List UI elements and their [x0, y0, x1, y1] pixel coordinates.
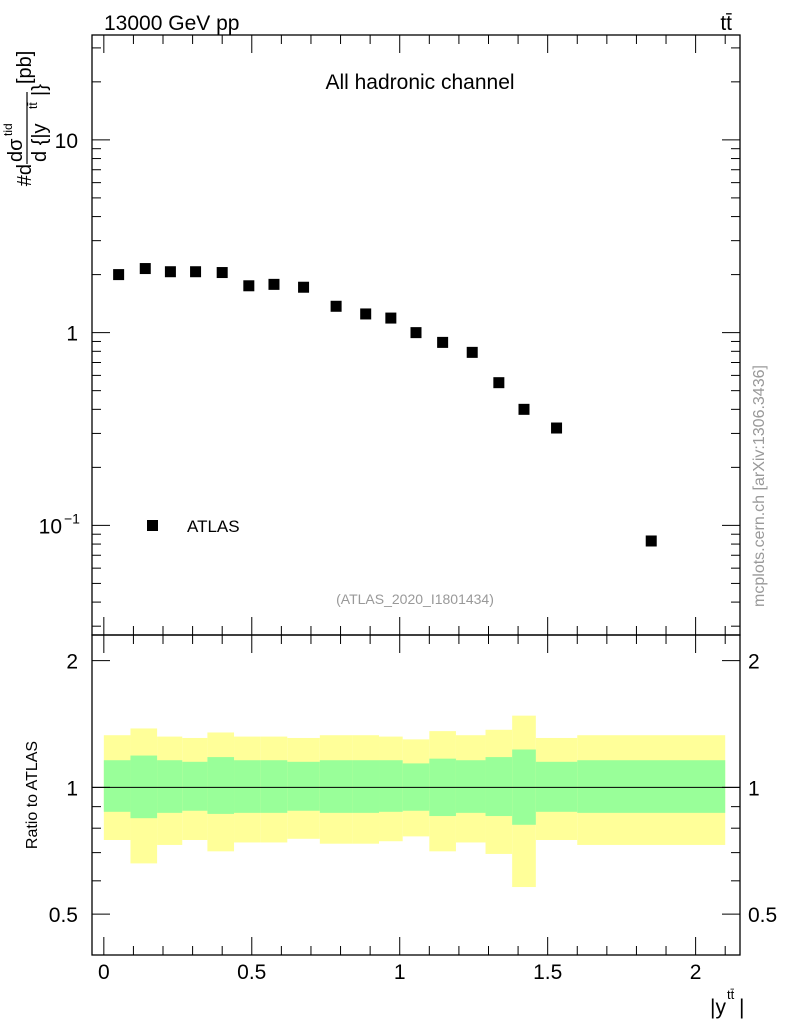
ratio-band-green [352, 760, 380, 813]
ylabel-numerator: dσ [5, 138, 27, 162]
ratio-band-green [130, 755, 158, 819]
ratio-bands [103, 715, 726, 888]
data-point [437, 336, 449, 348]
legend-marker [147, 520, 158, 531]
data-point [518, 403, 530, 415]
data-point [164, 266, 176, 278]
data-point [113, 269, 125, 281]
ratio-band-green [535, 761, 578, 812]
ratio-band-green [234, 760, 261, 813]
ratio-band-green [157, 760, 183, 813]
data-point [551, 422, 563, 434]
analysis-tag: (ATLAS_2020_I1801434) [336, 591, 494, 607]
ratio-band-green [103, 760, 131, 812]
ratio-band-green [485, 757, 513, 817]
xlabel-end: | [739, 996, 744, 1019]
ratio-ytick-label-right: 1 [748, 777, 760, 800]
xtick-label: 1.5 [533, 961, 562, 984]
data-point [243, 280, 255, 292]
main-ylabel: #d dσ tid d {|y tt̄ |} [pb] [1, 51, 51, 187]
data-point [268, 278, 280, 290]
xtick-label: 0 [98, 961, 110, 984]
xtick-label: 0.5 [237, 961, 266, 984]
ratio-ytick-label-left: 2 [66, 651, 78, 674]
data-point [298, 281, 310, 293]
axis-ticks [92, 35, 740, 956]
process-label: tt̄ [720, 12, 732, 35]
data-point [493, 377, 505, 389]
source-watermark: mcplots.cern.ch [arXiv:1306.3436] [751, 365, 768, 607]
ratio-band-green [379, 760, 403, 812]
xlabel: |y tt̄ | [710, 987, 744, 1019]
data-point [190, 266, 202, 278]
ratio-band-green [207, 757, 235, 814]
main-ytick-exponent: −1 [64, 510, 80, 526]
xtick-label: 2 [690, 961, 702, 984]
atlas-data-points [113, 263, 657, 547]
ylabel-prefix: #d [14, 164, 36, 186]
ratio-band-green [182, 761, 208, 811]
ratio-band-green [577, 760, 726, 813]
ratio-ytick-label-left: 1 [66, 777, 78, 800]
ratio-ytick-label-right: 2 [748, 651, 760, 674]
ylabel-numerator-sup: tid [1, 123, 15, 136]
panel-title: All hadronic channel [325, 71, 514, 94]
xlabel-base: |y [710, 996, 726, 1019]
data-point [645, 535, 657, 547]
ylabel-unit: [pb] [14, 51, 36, 84]
main-ytick-label: 1 [66, 323, 78, 346]
ratio-band-green [287, 761, 320, 811]
ratio-band-green [260, 760, 288, 813]
main-ytick-label: 10 [39, 515, 62, 538]
ratio-band-green [319, 760, 353, 813]
data-point [330, 300, 342, 312]
ratio-band-green [455, 760, 486, 813]
data-point [360, 308, 372, 320]
data-point [466, 346, 478, 358]
main-ytick-label: 10 [55, 130, 78, 153]
ratio-ytick-label-right: 0.5 [748, 904, 777, 927]
ylabel-denominator-end: |} [29, 84, 51, 96]
ylabel-denominator-sup: tt̄ [26, 102, 40, 109]
ylabel-denominator: d {|y [29, 123, 51, 162]
data-point [385, 312, 397, 324]
data-point [216, 267, 228, 279]
ratio-ytick-label-left: 0.5 [49, 904, 78, 927]
data-point [410, 327, 422, 339]
energy-label: 13000 GeV pp [104, 12, 239, 35]
xlabel-sup: tt̄ [727, 987, 735, 1002]
ratio-ylabel: Ratio to ATLAS [24, 741, 41, 849]
legend-label: ATLAS [187, 517, 240, 536]
data-point [139, 263, 151, 275]
xtick-label: 1 [394, 961, 406, 984]
ratio-panel-frame [91, 634, 741, 956]
